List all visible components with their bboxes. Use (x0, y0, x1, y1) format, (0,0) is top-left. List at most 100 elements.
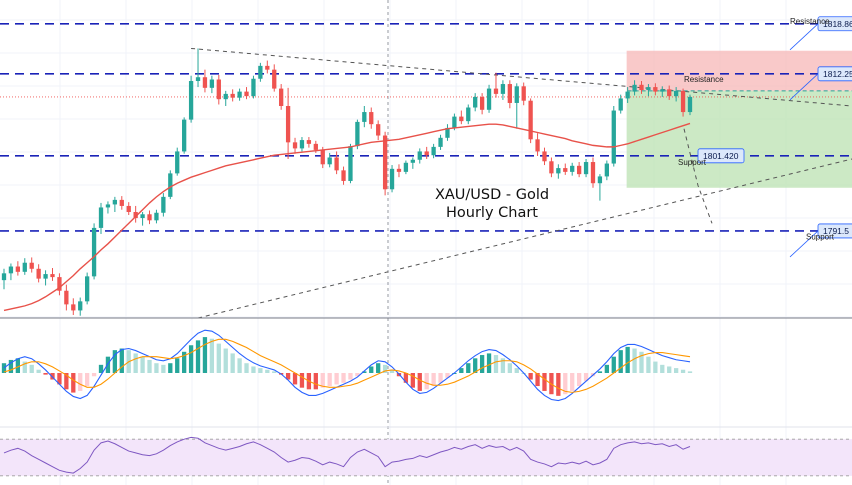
candle-body (466, 107, 471, 122)
macd-histogram-bar (50, 373, 55, 380)
candle-body (195, 77, 201, 82)
macd-histogram-bar (299, 373, 305, 388)
candle-body (646, 87, 651, 91)
macd-histogram-bar (334, 373, 339, 385)
trade-zones (626, 50, 852, 188)
candle-body (604, 163, 609, 177)
macd-histogram-bar (687, 371, 693, 373)
macd-histogram-bar (1, 363, 7, 373)
macd-histogram-bar (272, 371, 277, 373)
signal-line (3, 338, 691, 393)
level-label: Support (678, 158, 707, 167)
macd-histogram-bar (625, 346, 630, 373)
candle-body (362, 112, 367, 122)
candle-body (521, 86, 526, 101)
candle-body (597, 176, 603, 184)
candle-body (161, 196, 166, 213)
projection-path (683, 128, 713, 224)
macd-histogram-bar (43, 373, 48, 375)
moving-average (3, 122, 691, 312)
macd-histogram-bar (216, 343, 221, 373)
candle-body (202, 77, 208, 88)
candle-body (563, 168, 568, 172)
chart-subtitle: Hourly Chart (446, 205, 538, 221)
candle-body (355, 121, 360, 147)
target-zone (626, 90, 852, 188)
macd-histogram-bar (438, 373, 443, 383)
candle-body (369, 112, 374, 125)
candle-body (112, 199, 118, 205)
macd-histogram-bar (188, 345, 194, 373)
price-tag-label: 1791.5 (823, 226, 849, 236)
candle-body (258, 65, 263, 79)
candle-body (667, 89, 672, 97)
macd-histogram-bar (660, 364, 665, 373)
candle-body (91, 227, 97, 277)
pane-separators (0, 317, 852, 428)
candle-body (272, 69, 277, 89)
macd-histogram-bar (78, 373, 83, 391)
macd-histogram-bar (410, 373, 415, 388)
macd-histogram-bar (285, 373, 291, 380)
price-tag-label: 1801.420 (703, 151, 739, 161)
candle-body (43, 274, 48, 279)
candle-body (611, 110, 616, 164)
candle-body (98, 207, 104, 228)
candle-body (209, 79, 215, 88)
candle-body (279, 88, 284, 106)
candle-body (473, 96, 478, 108)
candle-body (133, 212, 138, 219)
candle-body (625, 91, 630, 99)
macd-histogram-bar (161, 364, 166, 373)
candle-body (1, 273, 7, 281)
candle-body (230, 93, 235, 98)
candle-body (188, 81, 194, 120)
macd-histogram-bar (604, 364, 609, 373)
ascending-trendline (197, 158, 852, 319)
candle-body (140, 214, 145, 219)
macd-histogram-bar (382, 364, 388, 373)
candle-body (445, 127, 450, 138)
macd-histogram-bar (85, 373, 90, 387)
price-tag: 1801.420 (697, 148, 745, 164)
candle-body (147, 214, 152, 221)
candle-body (168, 173, 173, 197)
candle-body (424, 151, 429, 156)
candle-body (182, 119, 187, 152)
price-tags: 1818.86 1812.254 1801.420 1791.5 Resistance R… (678, 16, 852, 258)
macd-histogram-bar (265, 369, 270, 373)
candle-body (673, 90, 679, 97)
candle-body (403, 162, 409, 172)
rsi-line (3, 436, 691, 474)
macd-histogram-bar (195, 340, 201, 373)
descending-trendline (191, 47, 852, 107)
macd-histogram-bar (91, 373, 97, 377)
macd-histogram-bar (570, 373, 575, 391)
macd-histogram-bar (673, 368, 679, 373)
candle-body (438, 137, 443, 147)
macd-histogram-bar (618, 350, 623, 373)
macd-histogram-bar (15, 358, 21, 373)
candle-body (535, 139, 540, 152)
macd-histogram-bar (653, 361, 658, 373)
level-label: Resistance (790, 17, 830, 26)
macd-histogram-bar (542, 373, 547, 391)
macd-histogram-bar (292, 373, 298, 385)
macd-histogram-bar (8, 359, 14, 373)
price-tag-leader (789, 23, 819, 51)
candle-body (265, 65, 270, 70)
candle-body (653, 87, 658, 92)
macd-histogram-bar (112, 350, 118, 373)
candle-body (452, 116, 457, 128)
macd-histogram-bar (417, 373, 422, 391)
candle-body (576, 165, 582, 175)
macd-histogram-bar (119, 348, 124, 373)
macd-histogram-bar (202, 337, 208, 373)
candle-body (507, 84, 512, 103)
macd-histogram-bar (479, 355, 485, 373)
macd-histogram-bar (64, 373, 69, 390)
macd-histogram-bar (597, 371, 603, 373)
candles (1, 48, 693, 316)
candle-body (320, 149, 325, 165)
candle-body (223, 93, 228, 100)
